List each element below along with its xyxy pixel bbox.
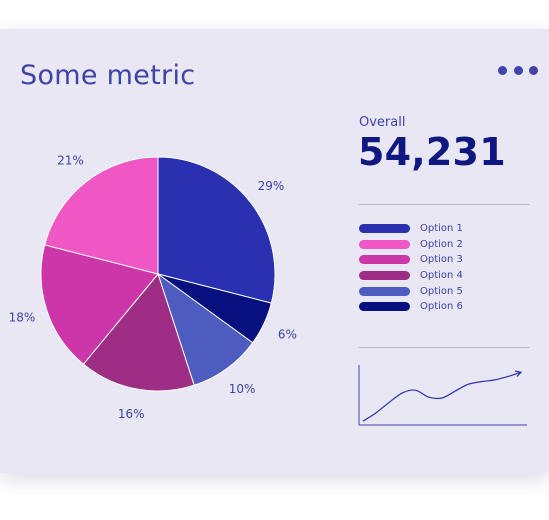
trend-line-chart <box>358 365 527 426</box>
legend-swatch <box>359 255 410 265</box>
pie-slice-option-1 <box>157 156 276 304</box>
legend-item: Option 6 <box>359 299 463 315</box>
chart-legend: Option 1 Option 2 Option 3 Option 4 Option 5… <box>359 221 463 315</box>
legend-item: Option 1 <box>359 221 463 237</box>
pie-data-label: 6% <box>278 327 297 341</box>
legend-label: Option 6 <box>420 301 463 313</box>
overall-label: Overall <box>359 115 406 130</box>
pie-data-label: 16% <box>118 407 145 421</box>
legend-label: Option 1 <box>420 223 463 235</box>
pie-slice-option-4 <box>82 272 195 392</box>
divider <box>359 347 530 348</box>
legend-item: Option 4 <box>359 268 463 284</box>
legend-item: Option 3 <box>359 252 463 268</box>
metric-card: Some metric 29% 6% 10% 16% 18% 21% Overall 54… <box>0 29 549 473</box>
legend-swatch <box>359 239 410 249</box>
pie-data-label: 21% <box>57 154 84 168</box>
more-horizontal-icon <box>529 65 538 75</box>
card-title: Some metric <box>20 60 196 91</box>
legend-label: Option 2 <box>420 238 463 250</box>
more-options-button[interactable] <box>495 63 541 77</box>
pie-slice-option-3 <box>40 244 159 365</box>
divider <box>359 204 530 205</box>
legend-label: Option 4 <box>420 270 463 282</box>
arrow-icon <box>514 370 523 377</box>
legend-swatch <box>359 302 410 312</box>
legend-swatch <box>359 271 410 281</box>
pie-data-label: 10% <box>229 382 256 396</box>
pie-data-label: 29% <box>258 179 285 193</box>
legend-swatch <box>359 224 410 234</box>
legend-swatch <box>359 286 410 296</box>
legend-label: Option 3 <box>420 254 463 266</box>
trend-line-series <box>362 371 522 422</box>
more-horizontal-icon <box>498 65 507 75</box>
pie-chart: 29% 6% 10% 16% 18% 21% <box>9 154 297 422</box>
pie-slice-option-2 <box>44 156 159 275</box>
overall-value: 54,231 <box>358 130 506 174</box>
legend-item: Option 2 <box>359 237 463 253</box>
legend-item: Option 5 <box>359 283 463 299</box>
more-horizontal-icon <box>513 65 523 75</box>
pie-slice-option-5 <box>157 272 254 386</box>
legend-label: Option 5 <box>420 285 463 297</box>
pie-data-label: 18% <box>9 311 36 325</box>
